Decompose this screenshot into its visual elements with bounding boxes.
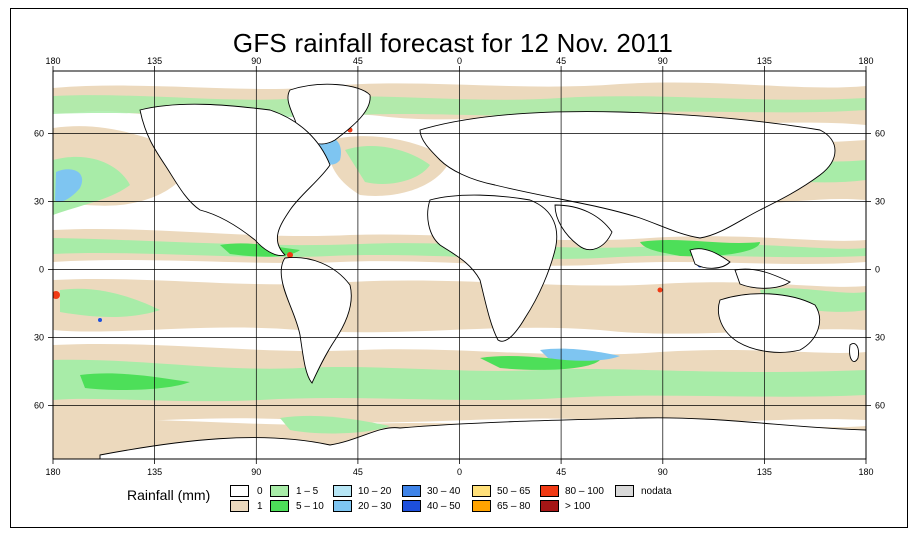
rainfall-field bbox=[53, 71, 866, 459]
legend-swatch-4 bbox=[333, 485, 352, 497]
bottom-tick-label: 45 bbox=[353, 467, 363, 477]
top-tick-label: 90 bbox=[658, 56, 668, 66]
legend-label: nodata bbox=[641, 486, 672, 497]
legend-swatch-1 bbox=[230, 500, 249, 512]
legend-swatch-3 bbox=[270, 500, 289, 512]
legend-label: 5 – 10 bbox=[296, 501, 324, 512]
legend-label: 50 – 65 bbox=[497, 486, 531, 497]
legend-title: Rainfall (mm) bbox=[127, 487, 211, 503]
bottom-tick-label: 90 bbox=[251, 467, 261, 477]
legend-swatch-2 bbox=[270, 485, 289, 497]
legend-label: 10 – 20 bbox=[358, 486, 392, 497]
left-tick-label: 0 bbox=[39, 265, 44, 275]
legend-label: 0 bbox=[257, 486, 263, 497]
right-tick-label: 60 bbox=[875, 129, 885, 139]
map-title: GFS rainfall forecast for 12 Nov. 2011 bbox=[232, 28, 674, 58]
bottom-tick-label: 0 bbox=[457, 467, 462, 477]
top-tick-label: 180 bbox=[45, 56, 60, 66]
figure-frame bbox=[10, 8, 908, 528]
bottom-tick-label: 45 bbox=[556, 467, 566, 477]
legend-swatch-8 bbox=[472, 485, 491, 497]
left-tick-label: 60 bbox=[34, 129, 44, 139]
legend-label: 1 bbox=[257, 501, 263, 512]
right-tick-label: 30 bbox=[875, 197, 885, 207]
right-tick-label: 30 bbox=[875, 333, 885, 343]
continents bbox=[99, 83, 866, 459]
legend-swatch-6 bbox=[402, 485, 421, 497]
left-tick-label: 60 bbox=[34, 401, 44, 411]
right-tick-label: 0 bbox=[875, 265, 880, 275]
legend-swatch-10 bbox=[540, 485, 559, 497]
top-tick-label: 45 bbox=[353, 56, 363, 66]
legend-label: 30 – 40 bbox=[427, 486, 461, 497]
top-tick-label: 135 bbox=[757, 56, 772, 66]
top-tick-label: 0 bbox=[457, 56, 462, 66]
bottom-tick-label: 180 bbox=[45, 467, 60, 477]
left-tick-label: 30 bbox=[34, 333, 44, 343]
tick-marks bbox=[48, 66, 871, 464]
legend-swatch-7 bbox=[402, 500, 421, 512]
legend-label: 40 – 50 bbox=[427, 501, 461, 512]
legend-swatch-9 bbox=[472, 500, 491, 512]
legend-label: 65 – 80 bbox=[497, 501, 531, 512]
legend-label: 20 – 30 bbox=[358, 501, 392, 512]
top-tick-label: 45 bbox=[556, 56, 566, 66]
legend-label: > 100 bbox=[565, 501, 591, 512]
bottom-tick-label: 90 bbox=[658, 467, 668, 477]
legend-label: 1 – 5 bbox=[296, 486, 319, 497]
bottom-tick-label: 135 bbox=[147, 467, 162, 477]
top-tick-label: 135 bbox=[147, 56, 162, 66]
right-tick-label: 60 bbox=[875, 401, 885, 411]
legend-swatch-0 bbox=[230, 485, 249, 497]
left-tick-label: 30 bbox=[34, 197, 44, 207]
top-tick-label: 180 bbox=[858, 56, 873, 66]
bottom-tick-label: 135 bbox=[757, 467, 772, 477]
legend-swatch-11 bbox=[540, 500, 559, 512]
legend-swatch-5 bbox=[333, 500, 352, 512]
graticule bbox=[53, 71, 866, 459]
legend-label: 80 – 100 bbox=[565, 486, 604, 497]
top-tick-label: 90 bbox=[251, 56, 261, 66]
bottom-tick-label: 180 bbox=[858, 467, 873, 477]
legend-swatch-12 bbox=[615, 485, 634, 497]
